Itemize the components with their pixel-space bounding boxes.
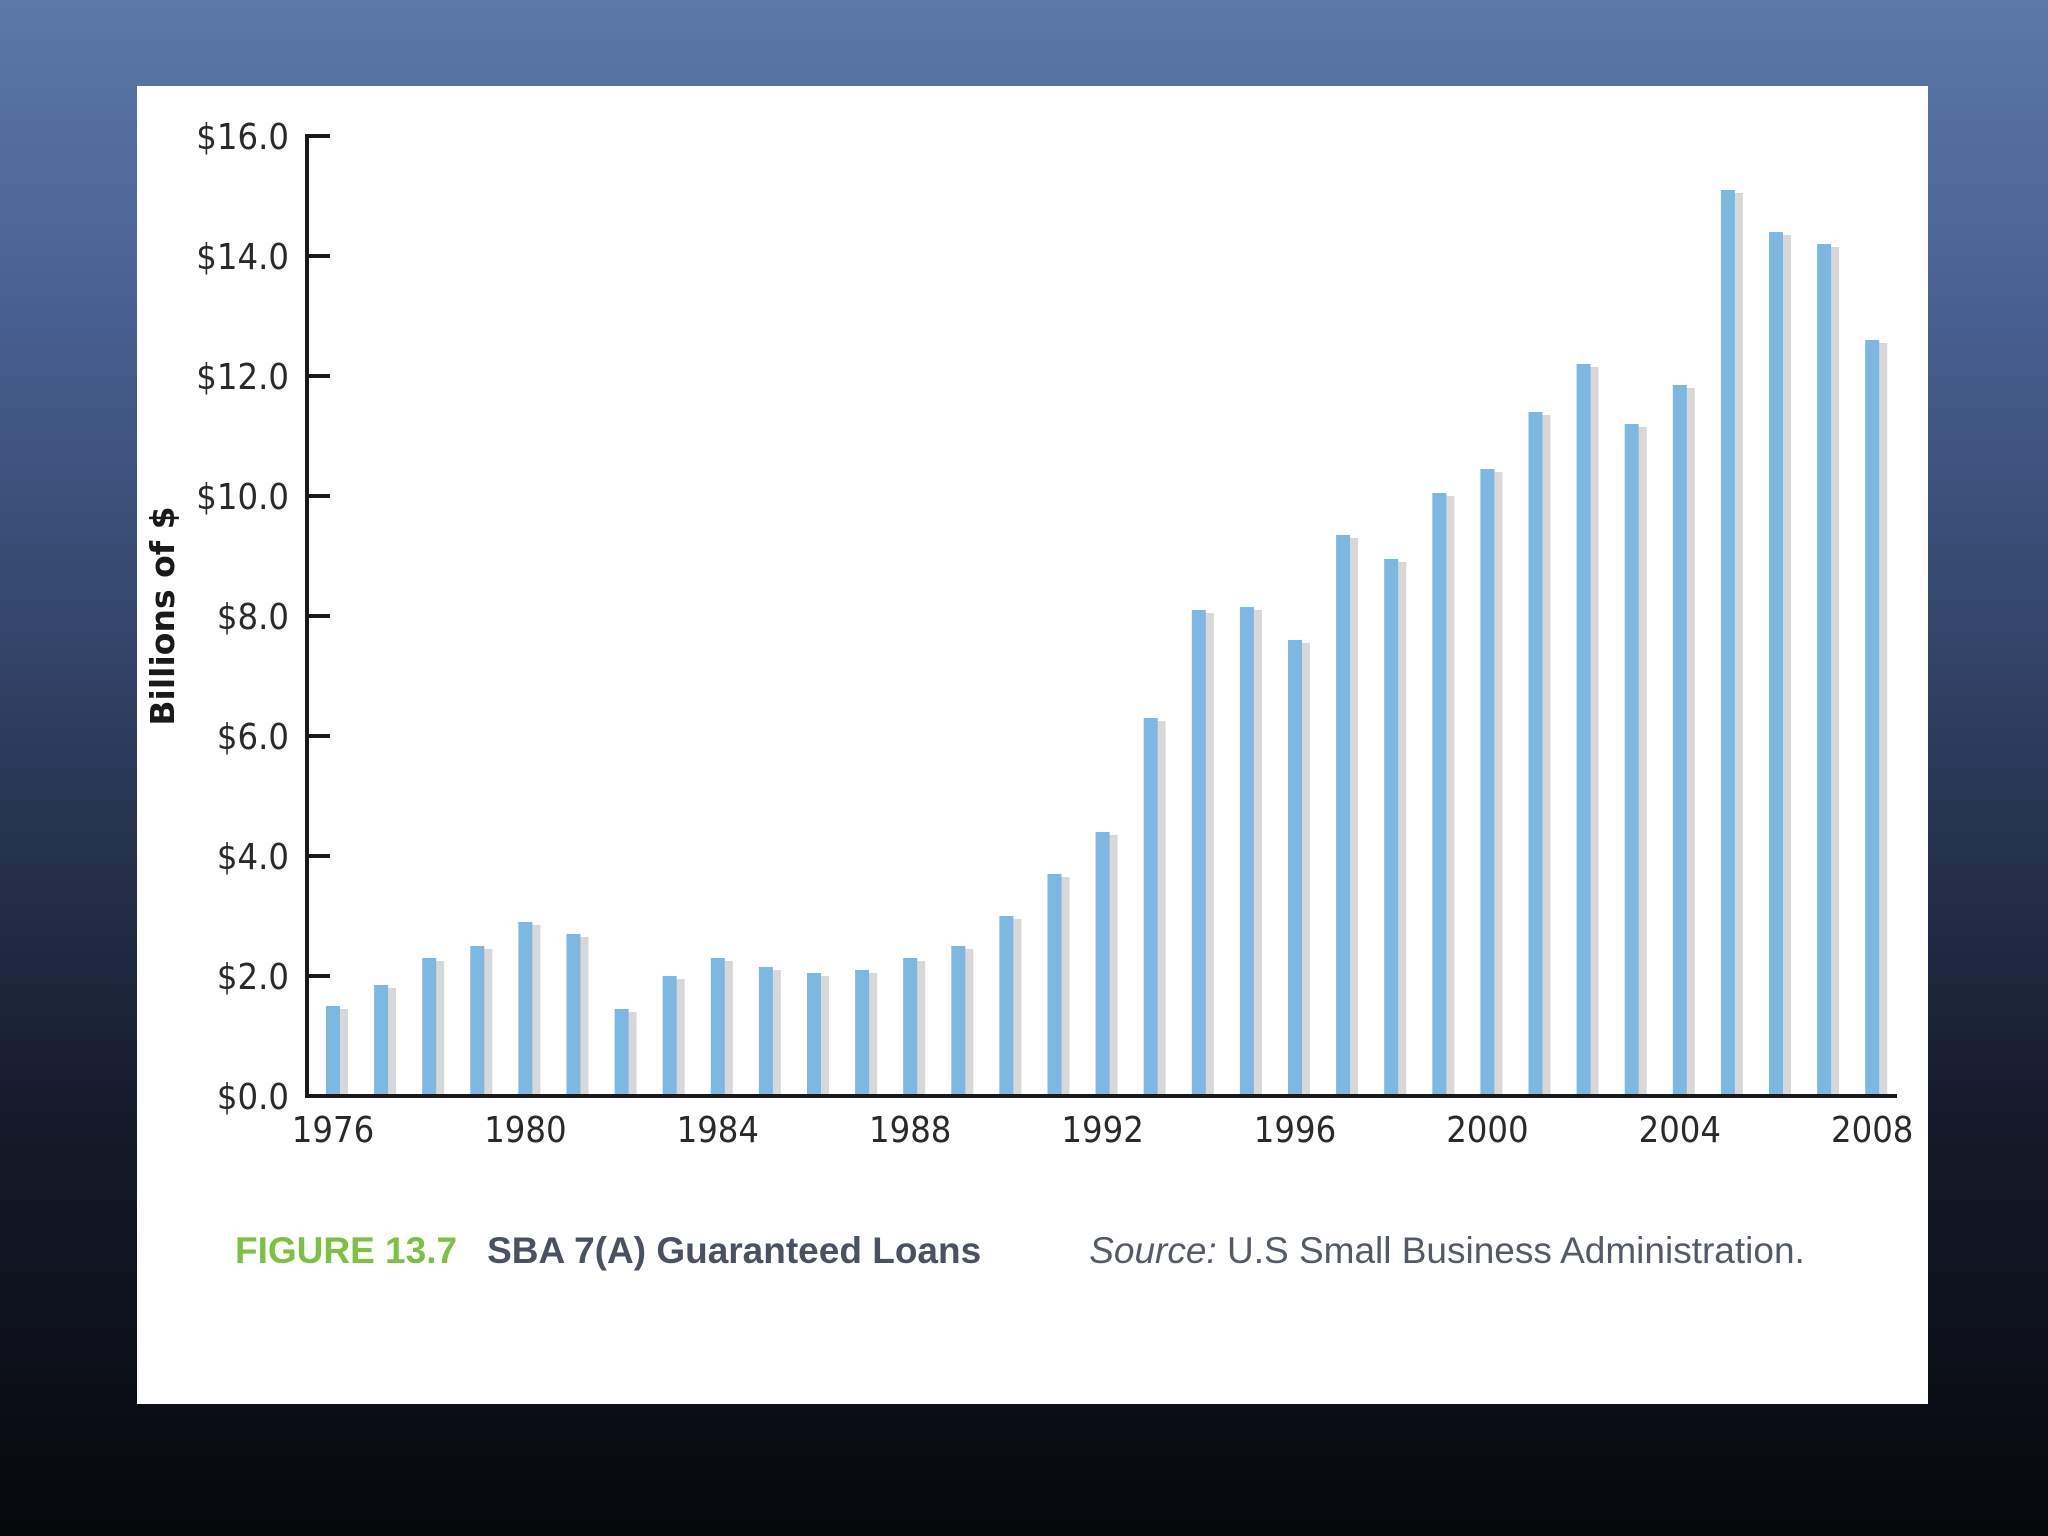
bar-1986: [807, 973, 821, 1096]
bar-1985: [758, 967, 773, 1096]
figure-title: SBA 7(A) Guaranteed Loans: [487, 1230, 982, 1271]
bar-shadow-2005: [1733, 193, 1743, 1096]
bar-shadow-1981: [579, 937, 589, 1096]
bar-shadow-1979: [483, 949, 493, 1096]
bar-2007: [1817, 244, 1832, 1096]
bar-1978: [422, 958, 437, 1096]
labels-layer: $0.0 $2.0 $4.0 $6.0 $8.0 $10.0 $12.0 $14.0 $16.0…: [196, 117, 1913, 1151]
bar-shadow-2004: [1685, 388, 1695, 1096]
bar-chart: $0.0 $2.0 $4.0 $6.0 $8.0 $10.0 $12.0 $14.0 $16.0…: [143, 117, 1913, 1151]
figure-caption: FIGURE 13.7 SBA 7(A) Guaranteed Loans Sour…: [157, 1227, 1857, 1275]
bar-2001: [1528, 412, 1543, 1096]
bar-1998: [1384, 559, 1399, 1096]
y-tick-label: $6.0: [217, 717, 289, 758]
bar-shadow-2006: [1782, 235, 1791, 1096]
bar-shadow-1989: [964, 949, 974, 1096]
bar-shadow-1980: [531, 925, 541, 1096]
bar-1976: [326, 1006, 340, 1096]
y-tick-label: $2.0: [217, 957, 289, 998]
bar-shadow-1994: [1204, 613, 1214, 1096]
bar-shadow-1991: [1060, 877, 1070, 1096]
bar-1996: [1288, 640, 1302, 1096]
source-label: Source:: [1089, 1230, 1217, 1271]
bar-1984: [710, 958, 725, 1096]
y-tick-label: $8.0: [217, 597, 289, 638]
x-tick-label: 1976: [292, 1110, 374, 1151]
bars-layer: [326, 190, 1888, 1096]
bar-shadow-1999: [1445, 496, 1455, 1096]
bar-1980: [518, 922, 533, 1096]
x-tick-label: 1996: [1254, 1110, 1336, 1151]
bar-shadow-1996: [1301, 643, 1310, 1096]
bar-shadow-1990: [1012, 919, 1022, 1096]
y-tick-label: $10.0: [196, 477, 289, 518]
bar-2008: [1865, 340, 1880, 1096]
bar-shadow-1997: [1349, 538, 1359, 1096]
bar-shadow-1985: [771, 970, 781, 1096]
bar-shadow-1995: [1252, 610, 1262, 1096]
bar-shadow-1976: [339, 1009, 348, 1096]
bar-1979: [470, 946, 485, 1096]
bar-shadow-2000: [1493, 472, 1503, 1096]
bar-1987: [855, 970, 870, 1096]
x-tick-label: 1992: [1061, 1110, 1143, 1151]
bar-shadow-2003: [1637, 427, 1647, 1096]
bar-2000: [1480, 469, 1495, 1096]
bar-1993: [1143, 718, 1158, 1096]
bar-1991: [1047, 874, 1062, 1096]
y-tick-label: $0.0: [217, 1077, 289, 1118]
bar-shadow-1977: [387, 988, 397, 1096]
y-tick-label: $12.0: [196, 357, 289, 398]
bar-1988: [903, 958, 918, 1096]
y-tick-label: $14.0: [196, 237, 289, 278]
bar-1992: [1095, 832, 1110, 1096]
bar-shadow-1988: [916, 961, 926, 1096]
y-tick-label: $16.0: [196, 117, 289, 158]
bar-shadow-2008: [1878, 343, 1888, 1096]
x-tick-label: 2000: [1446, 1110, 1528, 1151]
bar-1977: [374, 985, 389, 1096]
bar-1981: [566, 934, 581, 1096]
bar-2002: [1576, 364, 1591, 1096]
bar-1989: [951, 946, 966, 1096]
bar-shadow-1998: [1397, 562, 1407, 1096]
y-tick-label: $4.0: [217, 837, 289, 878]
bar-1997: [1336, 535, 1351, 1096]
x-tick-label: 1980: [484, 1110, 566, 1151]
x-tick-label: 1984: [677, 1110, 759, 1151]
bar-shadow-1992: [1108, 835, 1118, 1096]
bar-shadow-1984: [723, 961, 733, 1096]
source-text: U.S Small Business Administration.: [1216, 1230, 1805, 1271]
bar-1982: [614, 1009, 629, 1096]
bar-2006: [1769, 232, 1783, 1096]
bar-1999: [1432, 493, 1447, 1096]
x-tick-label: 2004: [1639, 1110, 1721, 1151]
bar-shadow-1993: [1156, 721, 1166, 1096]
bar-1990: [999, 916, 1014, 1096]
bar-shadow-1987: [868, 973, 878, 1096]
bar-2004: [1672, 385, 1687, 1096]
bar-shadow-2002: [1589, 367, 1599, 1096]
bar-shadow-2001: [1541, 415, 1551, 1096]
bar-1983: [662, 976, 677, 1096]
figure-number: FIGURE 13.7: [235, 1230, 458, 1271]
bar-shadow-1983: [675, 979, 685, 1096]
bar-1995: [1239, 607, 1254, 1096]
x-tick-label: 1988: [869, 1110, 951, 1151]
y-axis-label: Billions of $: [143, 506, 182, 725]
bar-shadow-1982: [627, 1012, 637, 1096]
axes-layer: [305, 134, 1897, 1098]
bar-shadow-1978: [435, 961, 445, 1096]
x-tick-label: 2008: [1831, 1110, 1913, 1151]
bar-1994: [1191, 610, 1206, 1096]
bar-shadow-2007: [1830, 247, 1840, 1096]
figure-card: $0.0 $2.0 $4.0 $6.0 $8.0 $10.0 $12.0 $14.0 $16.0…: [137, 86, 1928, 1404]
bar-2003: [1624, 424, 1639, 1096]
bar-2005: [1720, 190, 1735, 1096]
bar-shadow-1986: [820, 976, 829, 1096]
